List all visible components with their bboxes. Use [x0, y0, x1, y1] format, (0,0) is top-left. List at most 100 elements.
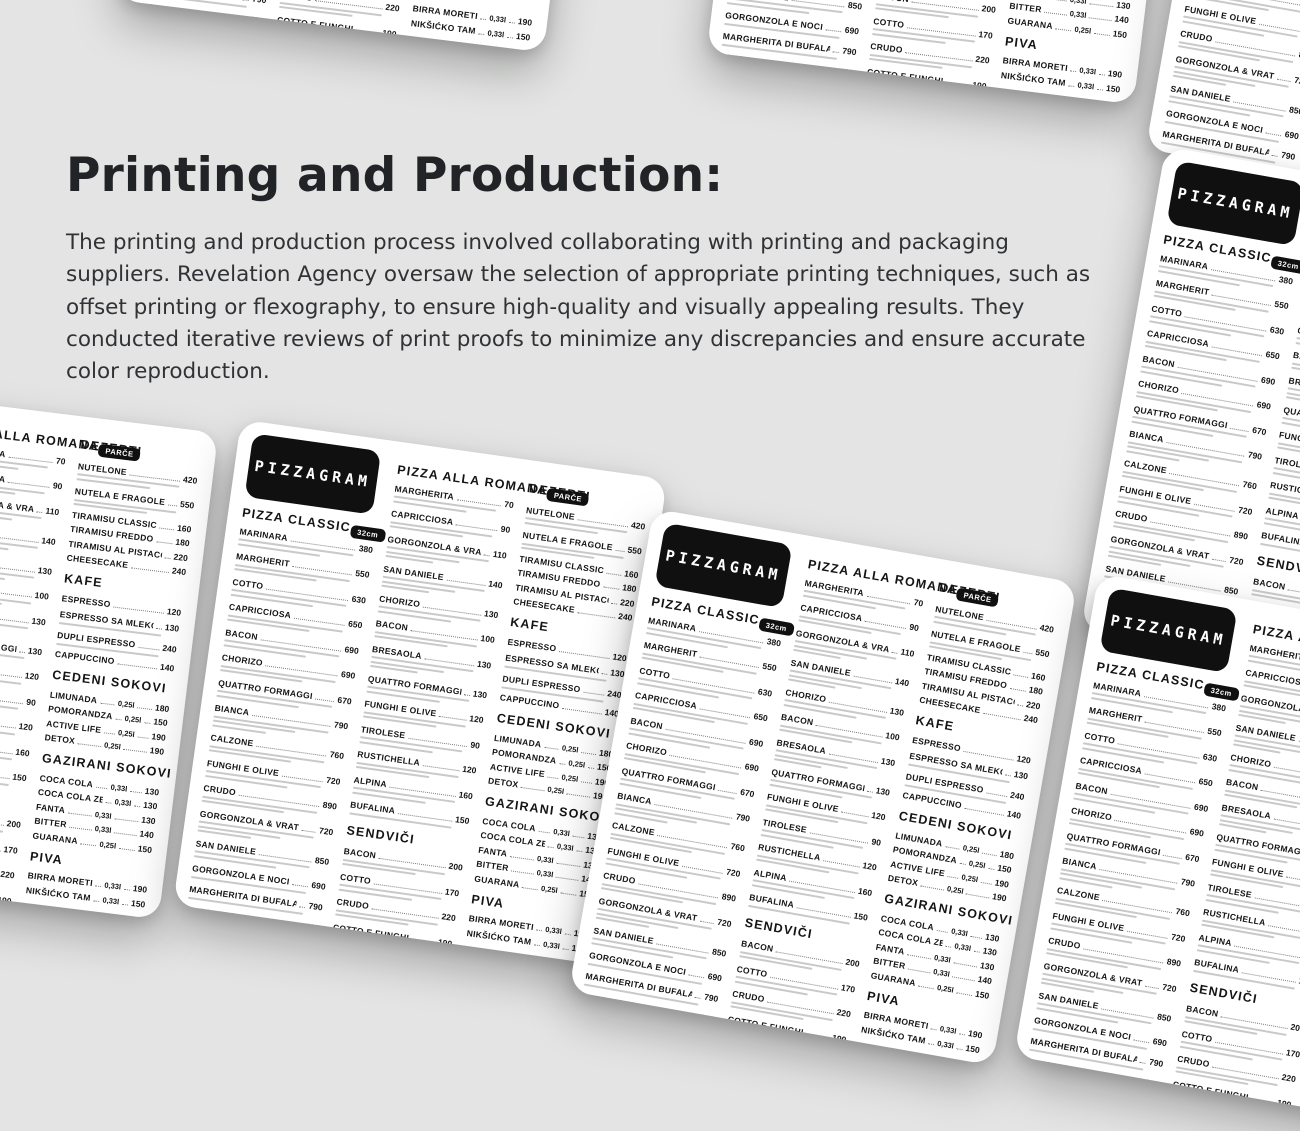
item-price: 220: [1026, 699, 1042, 711]
item-name: DETOX: [487, 775, 519, 789]
item-name: NIKŠIĆKO TAMNO: [25, 885, 91, 903]
item-price: 120: [862, 860, 878, 872]
item-price: 650: [753, 711, 769, 723]
item-name: MARGHERITA: [0, 442, 6, 459]
dotted-leader: [826, 29, 842, 32]
item-name: COCA COLA: [39, 772, 94, 788]
dotted-leader: [137, 707, 152, 710]
dotted-leader: [302, 829, 316, 832]
item-description-line: [184, 921, 267, 935]
dotted-leader: [982, 852, 997, 856]
item-price: 720: [717, 916, 733, 928]
item-price: 190: [382, 27, 397, 39]
item-price: 140: [977, 974, 993, 986]
item-price: 720: [326, 774, 341, 786]
item-name: GUARANA: [870, 970, 917, 988]
pizzagram-logo: PIZZAGRAM: [1099, 588, 1237, 673]
dotted-leader: [0, 674, 22, 678]
item-price: 670: [740, 786, 756, 798]
item-name: FANTA: [36, 801, 66, 814]
item-name: BACON: [343, 846, 377, 860]
dotted-leader: [963, 750, 1013, 760]
item-price: 150: [137, 843, 152, 855]
item-price: 130: [484, 608, 499, 620]
dotted-leader: [19, 651, 25, 653]
dotted-leader: [114, 832, 136, 836]
dotted-leader: [767, 1002, 833, 1015]
item-price: 890: [322, 800, 337, 812]
item-volume: 0,25l: [547, 785, 565, 796]
item-volume: 0,33l: [933, 952, 951, 964]
item-price: 550: [180, 499, 195, 511]
item-price: 140: [1114, 13, 1129, 25]
item-price: 100: [34, 590, 49, 602]
item-price: 890: [249, 14, 264, 26]
item-price: 790: [1180, 876, 1196, 888]
item-name: BRESAOLA: [130, 0, 181, 16]
dotted-leader: [119, 848, 135, 851]
item-price: 130: [37, 565, 52, 577]
item-volume: 0,33l: [1077, 80, 1095, 91]
item-price: 850: [314, 855, 329, 867]
dotted-leader: [615, 550, 624, 552]
item-price: 670: [1252, 424, 1268, 436]
item-name: COTTO: [232, 576, 264, 590]
item-price: 200: [981, 3, 996, 15]
item-volume: 0,25l: [962, 843, 980, 855]
item-price: 720: [725, 866, 741, 878]
dotted-leader: [581, 781, 592, 784]
dotted-leader: [1277, 78, 1291, 81]
item-name: BACON: [375, 618, 409, 632]
dotted-leader: [183, 13, 247, 22]
item-name: LIMUNADA: [494, 732, 543, 749]
item-volume: 0,25l: [118, 728, 136, 739]
item-price: 150: [853, 910, 869, 922]
item-description-line: [1025, 1069, 1139, 1091]
dotted-leader: [583, 692, 604, 696]
item-description-line: [129, 17, 212, 29]
dotted-leader: [966, 893, 989, 898]
dotted-leader: [0, 817, 4, 826]
dotted-leader: [547, 776, 558, 779]
dotted-leader: [1044, 12, 1066, 16]
item-price: 130: [31, 615, 46, 627]
dotted-leader: [559, 650, 609, 658]
item-name: GUARANA: [32, 830, 78, 845]
page-paragraph: The printing and production process invo…: [66, 227, 1111, 388]
dotted-leader: [243, 0, 249, 1]
dotted-leader: [1089, 17, 1111, 21]
item-price: 220: [173, 551, 188, 563]
dotted-leader: [509, 22, 515, 24]
item-volume: 0,25l: [946, 884, 964, 896]
dotted-leader: [544, 746, 559, 749]
item-price: 690: [1152, 1036, 1168, 1048]
item-price: 850: [1223, 584, 1239, 596]
item-volume: 0,33l: [1069, 0, 1087, 5]
dotted-leader: [423, 765, 460, 771]
item-volume: 0,33l: [1079, 66, 1097, 77]
dotted-leader: [522, 887, 538, 890]
item-description-line: [719, 64, 834, 80]
item-price: 690: [844, 25, 859, 37]
dotted-leader: [559, 763, 565, 765]
item-price: 650: [1198, 776, 1214, 788]
item-name: BITTER: [34, 816, 67, 830]
dotted-leader: [0, 616, 28, 623]
item-price: 690: [1256, 399, 1272, 411]
dotted-leader: [953, 962, 977, 967]
item-volume: 0,33l: [1069, 9, 1087, 20]
dotted-leader: [68, 812, 92, 816]
dotted-leader: [1212, 295, 1272, 306]
dotted-leader: [144, 722, 150, 724]
dotted-leader: [918, 985, 934, 989]
item-name: FUNGHI E OLIVE: [364, 698, 437, 718]
item-name: BITTER: [476, 859, 510, 873]
item-price: 720: [1170, 931, 1186, 943]
item-price: 130: [472, 688, 487, 700]
item-volume: 0,25l: [968, 859, 986, 871]
item-description-line: [129, 12, 244, 28]
item-price: 150: [131, 897, 146, 909]
item-volume: 0,33l: [937, 1038, 955, 1050]
item-price: 160: [857, 885, 873, 897]
dotted-leader: [0, 537, 38, 543]
